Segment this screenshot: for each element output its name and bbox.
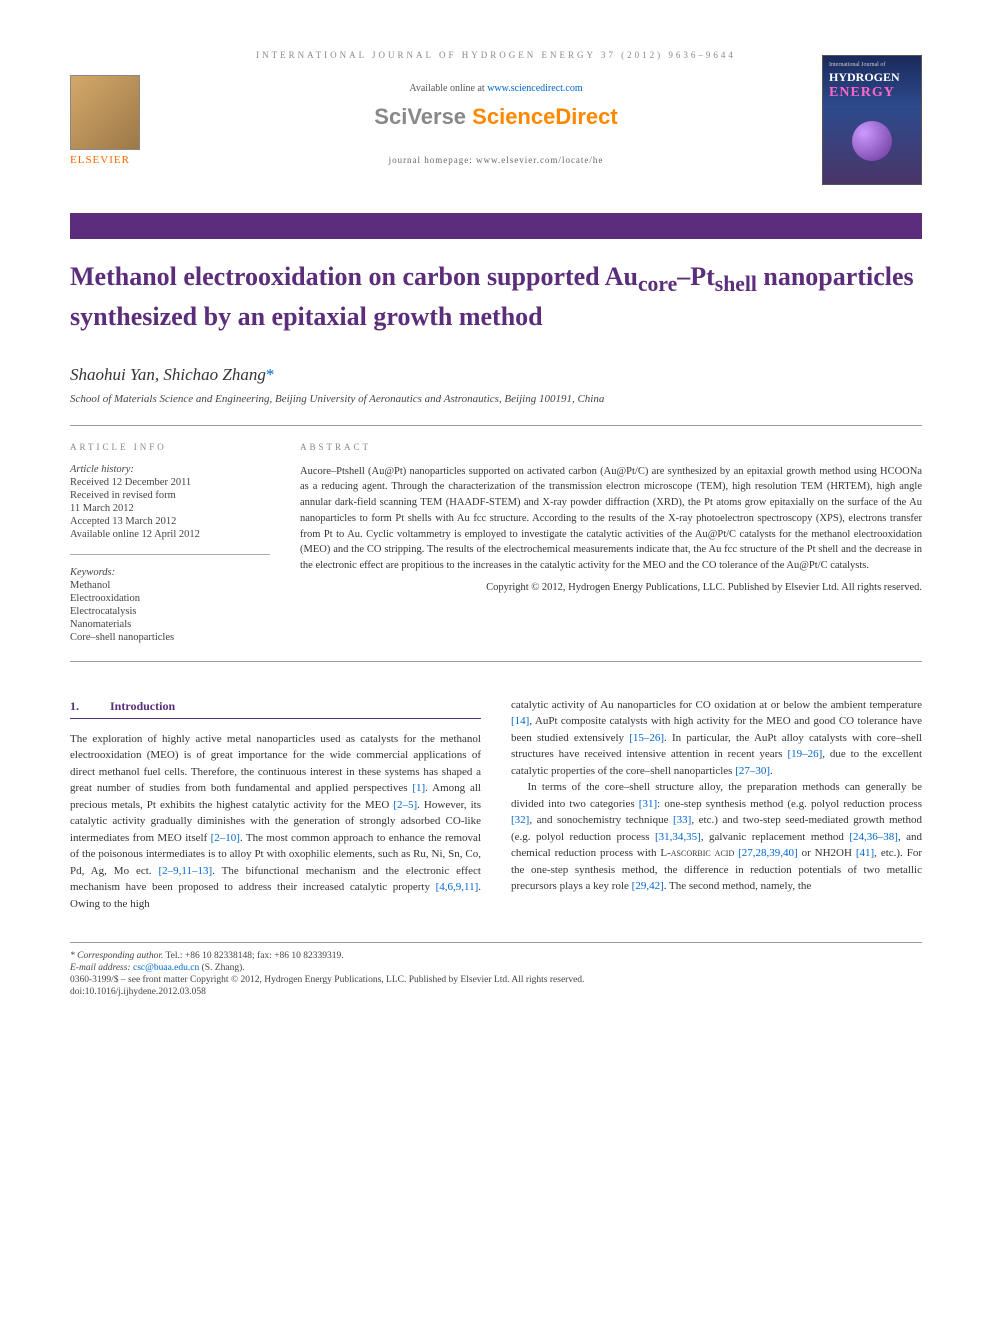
- keyword: Methanol: [70, 580, 270, 591]
- cover-orb-icon: [852, 121, 892, 161]
- accepted-date: Accepted 13 March 2012: [70, 516, 270, 527]
- keyword: Electrooxidation: [70, 593, 270, 604]
- issn-line: 0360-3199/$ – see front matter Copyright…: [70, 975, 922, 985]
- journal-banner: INTERNATIONAL JOURNAL OF HYDROGEN ENERGY…: [70, 50, 922, 60]
- right-column: catalytic activity of Au nanoparticles f…: [511, 697, 922, 913]
- ref-link[interactable]: [19–26]: [787, 748, 822, 760]
- history-label: Article history:: [70, 464, 270, 475]
- sciverse-brand: SciVerse ScienceDirect: [374, 104, 617, 129]
- journal-homepage: journal homepage: www.elsevier.com/locat…: [70, 155, 922, 165]
- doi-line: doi:10.1016/j.ijhydene.2012.03.058: [70, 987, 922, 997]
- elsevier-logo: ELSEVIER: [70, 75, 150, 175]
- ref-link[interactable]: [33]: [673, 814, 691, 826]
- abstract-text: Aucore–Ptshell (Au@Pt) nanoparticles sup…: [300, 464, 922, 574]
- ref-link[interactable]: [29,42]: [632, 880, 664, 892]
- cover-line3: ENERGY: [829, 85, 915, 101]
- elsevier-tree-icon: [70, 75, 140, 150]
- ref-link[interactable]: [2–5]: [393, 799, 417, 811]
- body-paragraph: In terms of the core–shell structure all…: [511, 779, 922, 895]
- affiliation: School of Materials Science and Engineer…: [70, 393, 922, 405]
- footer: * Corresponding author. Tel.: +86 10 823…: [70, 942, 922, 997]
- ref-link[interactable]: [2–10]: [211, 832, 240, 844]
- available-online: Available online at www.sciencedirect.co…: [70, 83, 922, 94]
- corresponding-author: * Corresponding author. Tel.: +86 10 823…: [70, 951, 922, 961]
- ref-link[interactable]: [32]: [511, 814, 529, 826]
- article-title: Methanol electrooxidation on carbon supp…: [70, 259, 922, 335]
- keyword: Electrocatalysis: [70, 606, 270, 617]
- keywords-label: Keywords:: [70, 567, 270, 578]
- ref-link[interactable]: [4,6,9,11]: [436, 881, 479, 893]
- ref-link[interactable]: [14]: [511, 715, 529, 727]
- ref-link[interactable]: [27–30]: [735, 765, 770, 777]
- received-date: Received 12 December 2011: [70, 477, 270, 488]
- elsevier-label: ELSEVIER: [70, 154, 150, 166]
- ref-link[interactable]: [31,34,35]: [655, 831, 701, 843]
- abstract-heading: ABSTRACT: [300, 442, 922, 452]
- abstract-column: ABSTRACT Aucore–Ptshell (Au@Pt) nanopart…: [300, 442, 922, 645]
- left-column: 1.Introduction The exploration of highly…: [70, 697, 481, 913]
- journal-cover-thumbnail: International Journal of HYDROGEN ENERGY: [822, 55, 922, 185]
- sciverse-logo: SciVerse ScienceDirect: [356, 104, 636, 130]
- revised-date: 11 March 2012: [70, 503, 270, 514]
- ref-link[interactable]: [24,36–38]: [849, 831, 898, 843]
- keyword: Core–shell nanoparticles: [70, 632, 270, 643]
- authors: Shaohui Yan, Shichao Zhang*: [70, 365, 922, 385]
- available-prefix: Available online at: [409, 83, 487, 94]
- ref-link[interactable]: [15–26]: [629, 732, 664, 744]
- article-info-column: ARTICLE INFO Article history: Received 1…: [70, 442, 270, 645]
- ref-link[interactable]: [2–9,11–13]: [158, 865, 212, 877]
- cover-line2: HYDROGEN: [829, 70, 915, 85]
- cover-line1: International Journal of: [829, 62, 915, 68]
- article-info-heading: ARTICLE INFO: [70, 442, 270, 452]
- section-heading-intro: 1.Introduction: [70, 697, 481, 719]
- body-paragraph: The exploration of highly active metal n…: [70, 731, 481, 913]
- abstract-copyright: Copyright © 2012, Hydrogen Energy Public…: [300, 580, 922, 596]
- body-paragraph: catalytic activity of Au nanoparticles f…: [511, 697, 922, 780]
- ref-link[interactable]: [31]: [639, 798, 657, 810]
- ref-link[interactable]: [1]: [412, 782, 425, 794]
- ref-link[interactable]: [41]: [856, 847, 874, 859]
- email-link[interactable]: csc@buaa.edu.cn: [133, 963, 199, 973]
- ref-link[interactable]: [27,28,39,40]: [738, 847, 798, 859]
- keyword: Nanomaterials: [70, 619, 270, 630]
- corresponding-star: *: [266, 365, 275, 384]
- revised-label: Received in revised form: [70, 490, 270, 501]
- sciencedirect-link[interactable]: www.sciencedirect.com: [487, 83, 582, 94]
- online-date: Available online 12 April 2012: [70, 529, 270, 540]
- purple-divider-bar: [70, 213, 922, 239]
- header-block: ELSEVIER Available online at www.science…: [70, 75, 922, 205]
- body-columns: 1.Introduction The exploration of highly…: [70, 697, 922, 913]
- email-line: E-mail address: csc@buaa.edu.cn (S. Zhan…: [70, 963, 922, 973]
